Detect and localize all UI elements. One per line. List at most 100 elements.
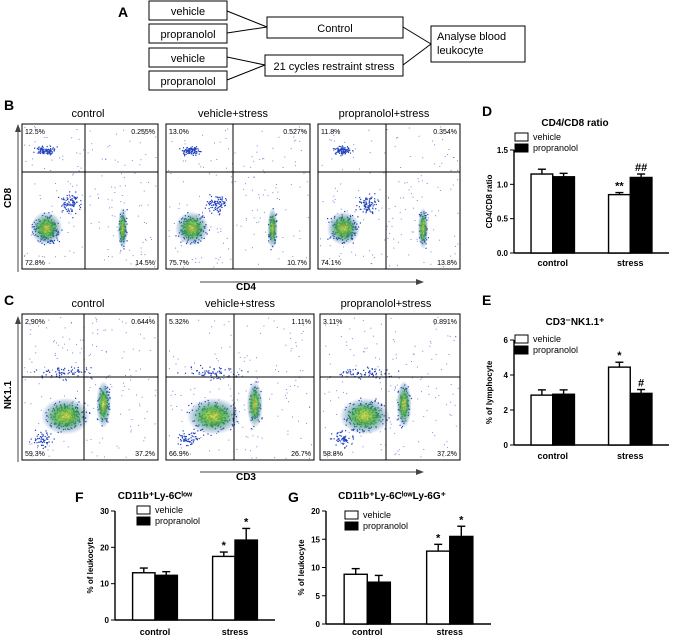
legend-label-propranolol: propranolol [533, 143, 578, 153]
q-tr: 1.11% [292, 319, 311, 326]
x-tick-label-stress: stress [617, 258, 644, 268]
significance-marker: * [617, 350, 622, 362]
panel-c-letter: C [4, 292, 14, 308]
box-propranolol-1-label: propranolol [160, 29, 215, 41]
bar-vehicle-control [131, 572, 156, 621]
flow-scatter [24, 126, 157, 268]
q-br: 13.8% [437, 260, 457, 267]
q-tl: 12.5% [25, 129, 45, 136]
panel-b-ylabel: CD8 [3, 188, 14, 208]
significance-marker: ** [615, 181, 624, 193]
bar-propranolol-stress [234, 539, 259, 621]
flow-plot-c3: propranolol+stress 3.11% 0.891% 58.8% 37… [319, 298, 461, 461]
x-tick-label-control: control [352, 627, 383, 637]
panel-d-letter: D [482, 103, 492, 119]
panel-f-letter: F [75, 489, 84, 505]
y-tick-label: 30 [100, 507, 109, 516]
legend-swatch-vehicle [514, 132, 529, 142]
q-bl: 74.1% [321, 260, 341, 267]
box-analyse-line1: Analyse blood [437, 31, 506, 43]
panel-b-letter: B [4, 97, 14, 113]
x-tick-label-stress: stress [617, 451, 644, 461]
significance-marker: ## [635, 162, 647, 174]
legend-swatch-vehicle [514, 334, 529, 344]
legend-swatch-propranolol [136, 516, 151, 526]
panel-c-ylabel: NK1.1 [3, 380, 14, 409]
legend-swatch-propranolol [514, 345, 529, 355]
box-propranolol-2 [148, 70, 228, 91]
panel-b-xlabel: CD4 [236, 282, 256, 293]
bar-vehicle-stress [607, 366, 631, 446]
y-tick-label: 15 [311, 535, 320, 544]
flow-plot-title: vehicle+stress [205, 298, 276, 310]
y-tick-label: 10 [100, 580, 109, 589]
panel-b: B CD8 CD4 control 12.5% 0.255% 72.8% 14.… [3, 97, 461, 293]
panel-g-letter: G [288, 489, 299, 505]
q-br: 14.5% [135, 260, 155, 267]
y-axis-label: CD4/CD8 ratio [485, 174, 494, 228]
q-br: 37.2% [135, 451, 155, 458]
flow-plot-b2: vehicle+stress 13.0% 0.527% 75.7% 10.7% [165, 108, 311, 270]
y-tick-label: 0 [504, 441, 509, 450]
bar-propranolol-control [552, 176, 576, 254]
bar-vehicle-control [530, 173, 554, 254]
box-analyse [430, 25, 526, 63]
box-vehicle-2-label: vehicle [171, 53, 205, 65]
y-tick-label: 10 [311, 564, 320, 573]
bar-propranolol-control [552, 393, 576, 446]
significance-marker: * [459, 514, 464, 526]
q-tl: 13.0% [169, 129, 189, 136]
bar-propranolol-stress [629, 392, 653, 446]
flow-plot-frame [317, 123, 461, 270]
panel-c: C NK1.1 CD3 control 2.90% 0.644% 59.3% 3… [3, 292, 461, 483]
box-vehicle-1-label: vehicle [171, 6, 205, 18]
flow-scatter [322, 316, 459, 458]
q-bl: 58.8% [323, 451, 343, 458]
legend-label-vehicle: vehicle [363, 510, 391, 520]
y-tick-label: 5 [316, 592, 321, 601]
panel-e-letter: E [482, 292, 491, 308]
box-stress-label: 21 cycles restraint stress [273, 61, 395, 73]
chart-title: CD3⁻NK1.1⁺ [546, 317, 605, 328]
bar-vehicle-stress [607, 193, 631, 254]
panel-b-yarrow-head [15, 124, 21, 132]
y-axis-label: % of lymphocyte [485, 360, 494, 424]
bar-vehicle-control [530, 394, 554, 446]
y-tick-label: 20 [100, 543, 109, 552]
bar-propranolol-control [366, 581, 392, 625]
chart-title: CD4/CD8 ratio [541, 118, 608, 129]
q-br: 10.7% [287, 260, 307, 267]
panel-b-xarrow-head [416, 279, 424, 285]
flow-plot-c2: vehicle+stress 5.32% 1.11% 66.9% 26.7% [165, 298, 315, 461]
box-control-label: Control [317, 23, 352, 35]
panel-c-yarrow-head [15, 316, 21, 324]
y-tick-label: 0.0 [497, 249, 509, 258]
bar-vehicle-control [343, 573, 368, 625]
legend-label-vehicle: vehicle [155, 505, 183, 515]
flow-plot-frame [165, 313, 315, 461]
q-bl: 59.3% [25, 451, 45, 458]
y-tick-label: 2 [504, 406, 509, 415]
significance-marker: # [638, 378, 644, 390]
y-axis-label: % of leukocyte [86, 537, 95, 594]
flow-plot-frame [165, 123, 311, 270]
flow-plot-title: control [71, 298, 104, 310]
q-tr: 0.527% [283, 129, 307, 136]
y-tick-label: 0 [105, 616, 110, 625]
q-tr: 0.255% [131, 129, 155, 136]
chart-title: CD11b⁺Ly-6CˡᵒʷLy-6G⁺ [338, 491, 446, 502]
q-bl: 66.9% [169, 451, 189, 458]
flow-plot-b1: control 12.5% 0.255% 72.8% 14.5% [21, 108, 159, 270]
significance-marker: * [244, 516, 249, 528]
flow-plot-title: propranolol+stress [339, 108, 430, 120]
y-axis-label: % of leukocyte [297, 539, 306, 596]
legend-label-vehicle: vehicle [533, 132, 561, 142]
y-tick-label: 6 [504, 336, 509, 345]
q-br: 26.7% [291, 451, 311, 458]
x-tick-label-stress: stress [436, 627, 463, 637]
q-tl: 5.32% [169, 319, 189, 326]
panel-a: A vehicle propranolol Control vehicle pr… [118, 0, 526, 91]
